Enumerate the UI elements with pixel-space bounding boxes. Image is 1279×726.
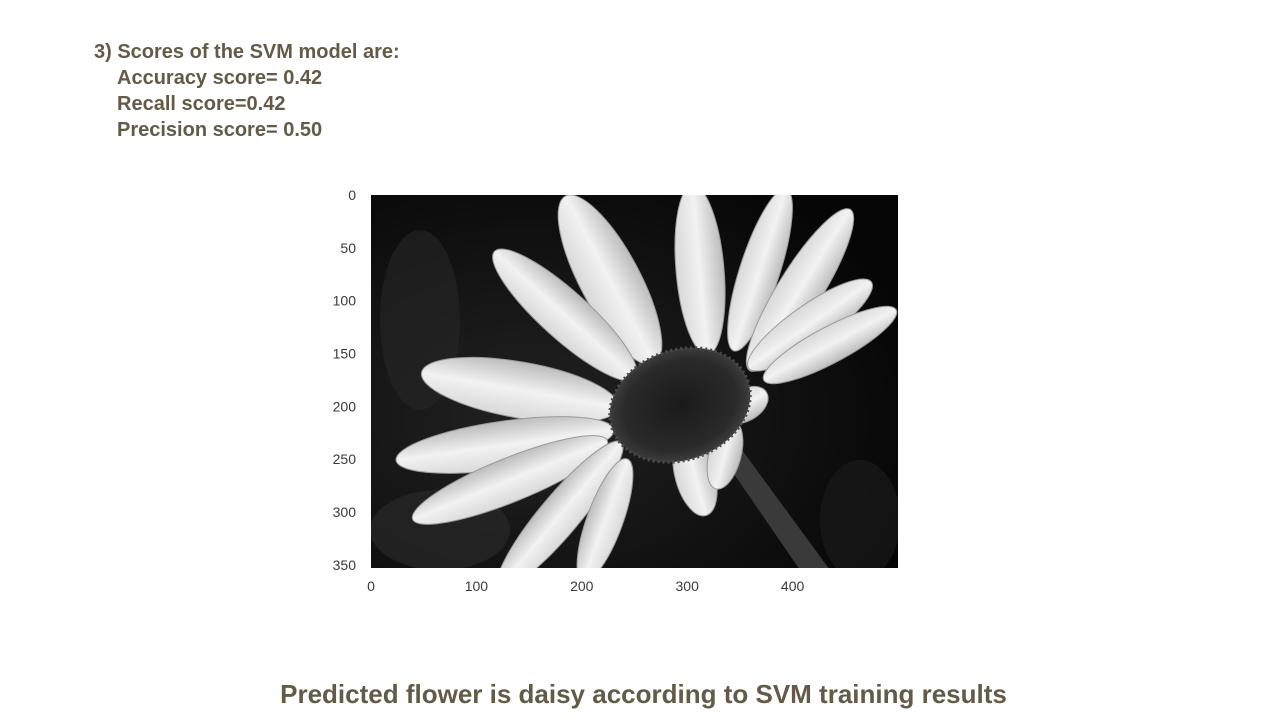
y-tick-label-2: 100 xyxy=(333,293,357,309)
recall-score: Recall score=0.42 xyxy=(117,93,286,115)
scores-heading: 3) Scores of the SVM model are: xyxy=(94,41,400,63)
svm-scores: 3) Scores of the SVM model are: Accuracy… xyxy=(94,39,400,143)
prediction-caption: Predicted flower is daisy according to S… xyxy=(280,679,1007,709)
y-tick-label-5: 250 xyxy=(333,451,357,467)
y-tick-label-7: 350 xyxy=(333,557,357,573)
y-tick-label-3: 150 xyxy=(333,345,357,361)
x-tick-label-3: 300 xyxy=(676,578,700,594)
y-tick-label-6: 300 xyxy=(333,504,357,520)
x-tick-label-0: 0 xyxy=(367,578,375,594)
y-tick-label-0: 0 xyxy=(348,187,356,203)
y-tick-label-1: 50 xyxy=(340,240,356,256)
x-tick-label-1: 100 xyxy=(465,578,489,594)
daisy-image xyxy=(371,195,898,568)
x-tick-label-4: 400 xyxy=(781,578,805,594)
precision-score: Precision score= 0.50 xyxy=(117,119,323,141)
y-tick-label-4: 200 xyxy=(333,398,357,414)
accuracy-score: Accuracy score= 0.42 xyxy=(117,67,323,89)
x-axis-ticks: 0 100 200 300 400 xyxy=(367,578,804,594)
y-axis-ticks: 0 50 100 150 200 250 300 350 xyxy=(333,187,357,573)
x-tick-label-2: 200 xyxy=(570,578,594,594)
